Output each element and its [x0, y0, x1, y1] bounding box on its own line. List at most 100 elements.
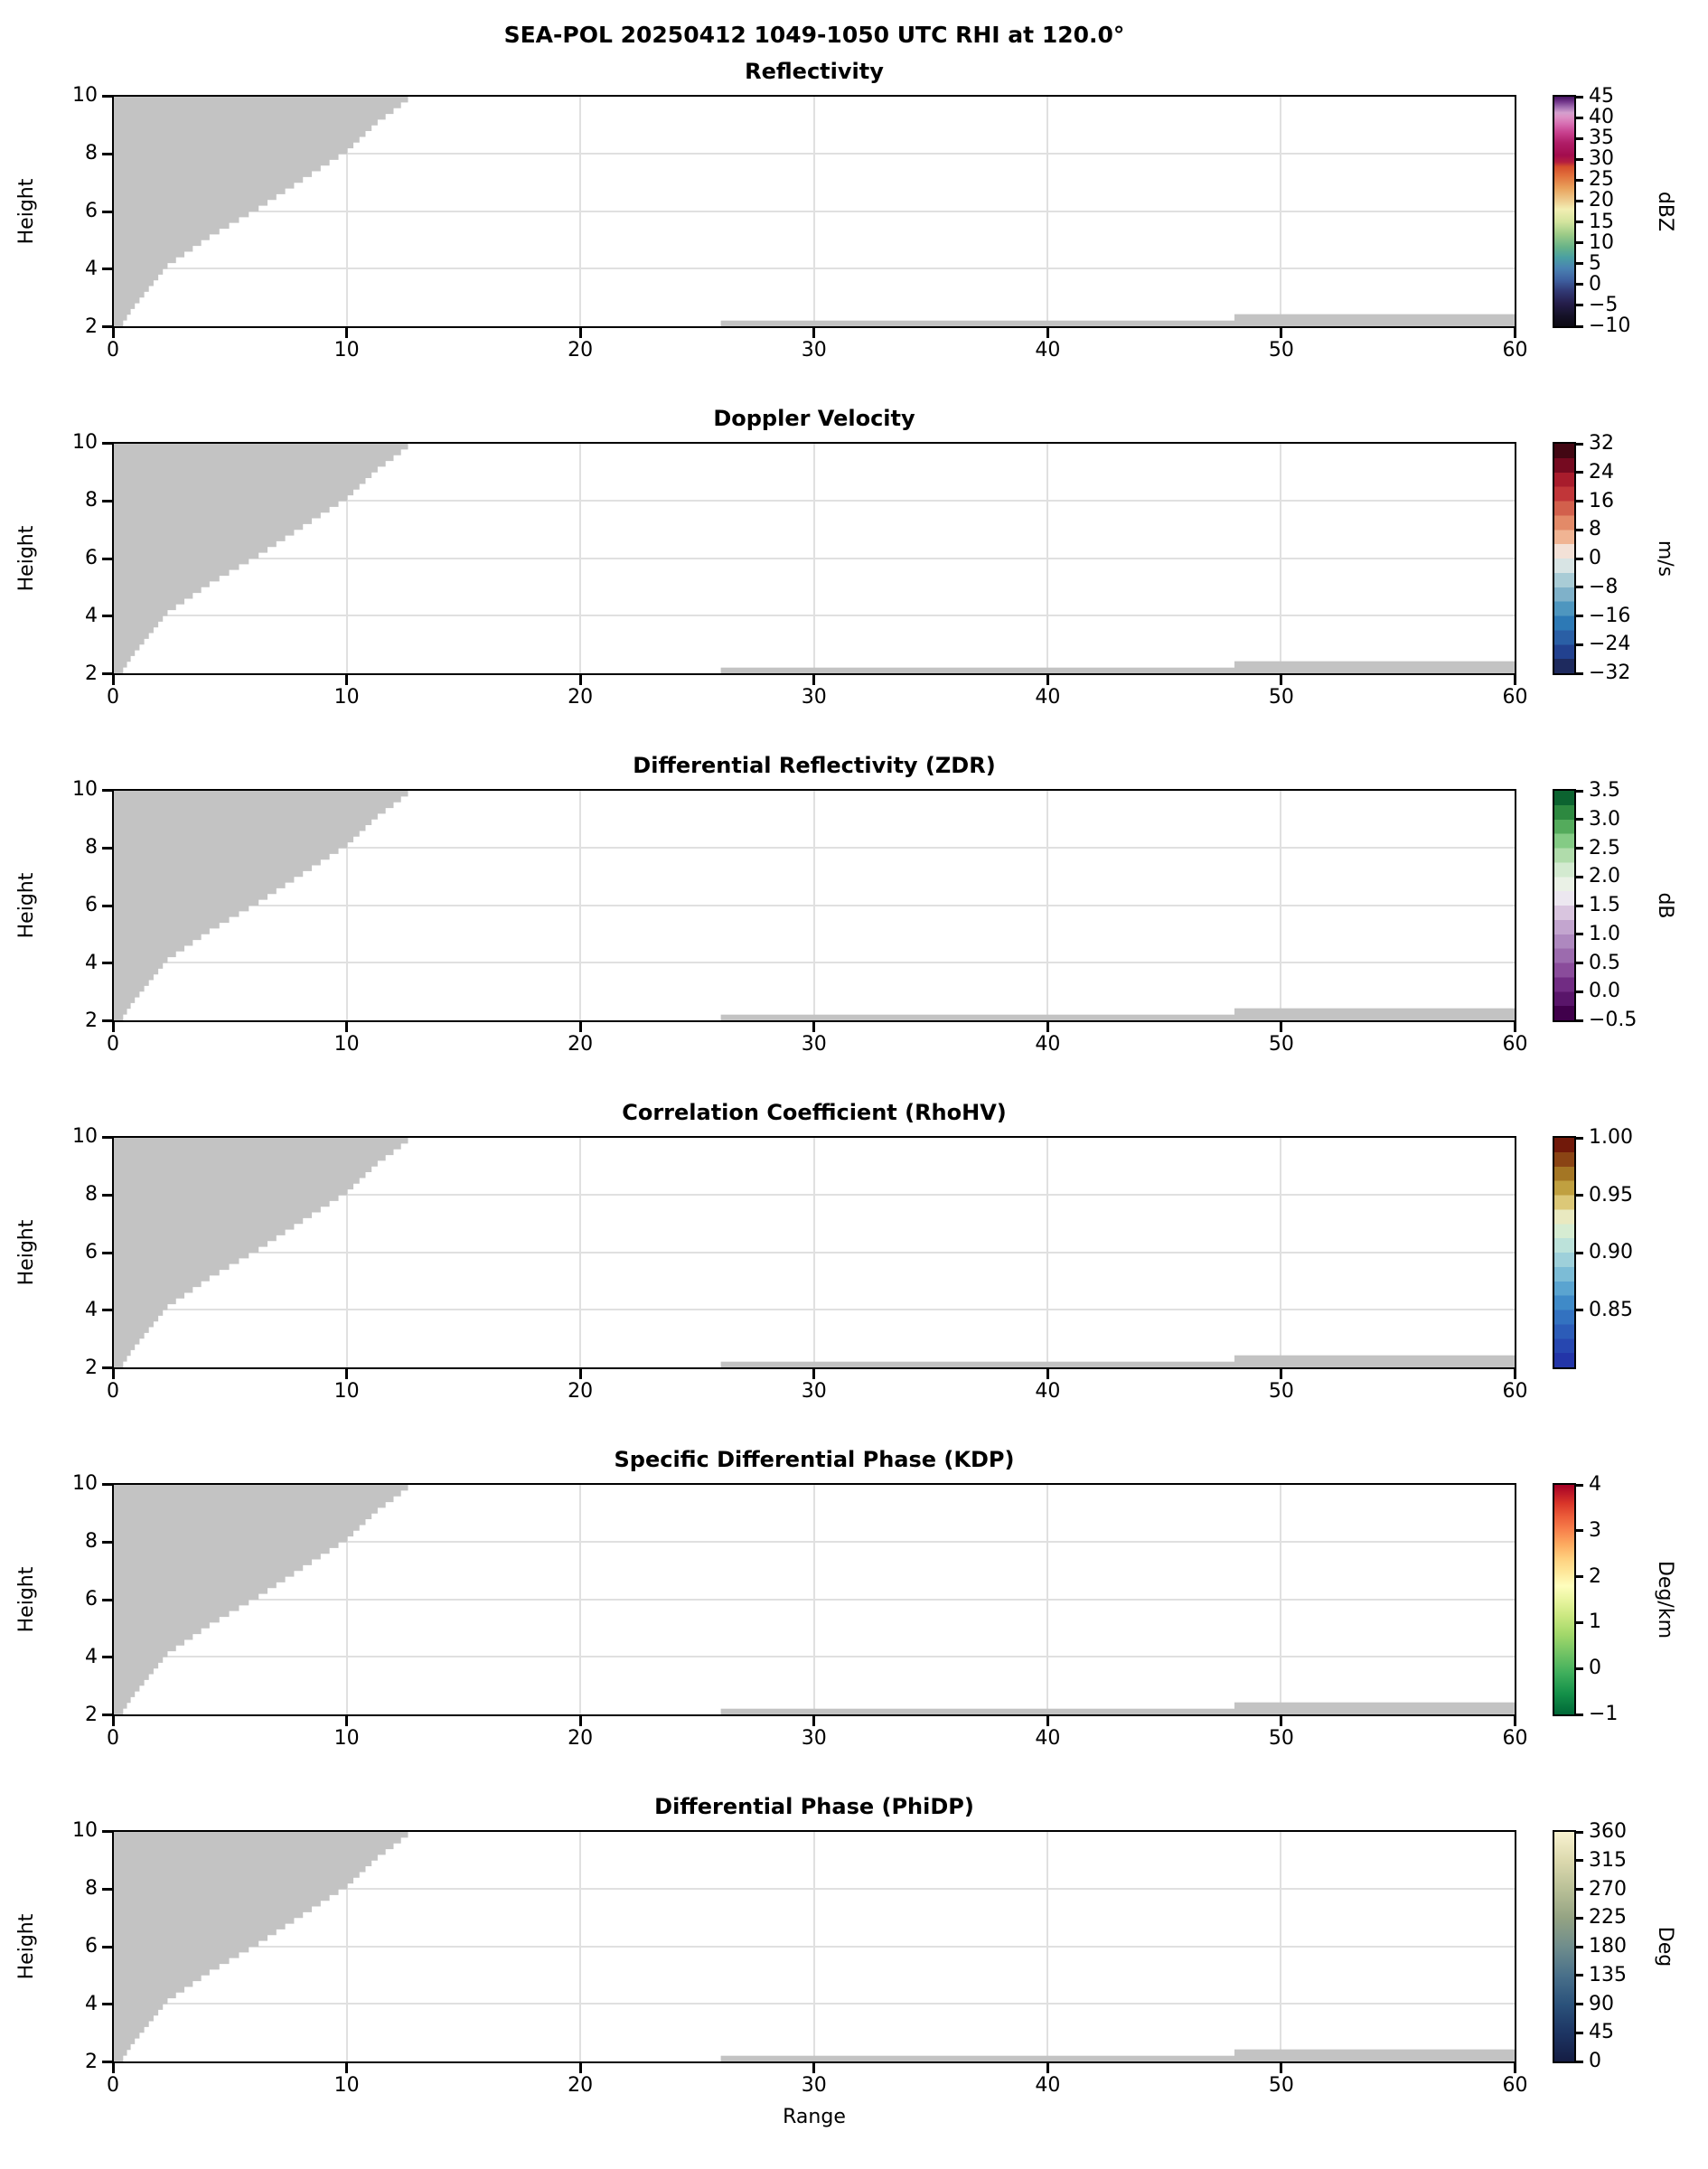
colorbar-tick-label: 135 [1589, 1963, 1627, 1986]
x-tick-label: 10 [333, 686, 360, 709]
panel-title: Differential Phase (PhiDP) [654, 1794, 974, 1819]
colorbar-tick [1576, 324, 1583, 328]
colorbar-unit-label: m/s [1654, 540, 1676, 577]
axis-label-height: Height [15, 525, 38, 592]
colorbar-tick [1576, 847, 1583, 850]
plot-area [112, 1483, 1516, 1716]
y-tick-label: 4 [85, 604, 98, 627]
colorbar [1553, 442, 1576, 675]
y-tick-label: 8 [85, 1530, 98, 1554]
colorbar-tick [1576, 818, 1583, 822]
colorbar-tick [1576, 1529, 1583, 1533]
panel-title: Specific Differential Phase (KDP) [614, 1447, 1015, 1472]
y-tick [102, 672, 112, 676]
colorbar-tick [1576, 1830, 1583, 1834]
y-tick-label: 2 [85, 662, 98, 685]
colorbar-tick-label: 0.90 [1589, 1241, 1633, 1263]
nodata-strip [1234, 1355, 1515, 1367]
y-tick [102, 1714, 112, 1717]
y-tick-label: 4 [85, 257, 98, 280]
x-tick-label: 30 [801, 2074, 827, 2097]
colorbar-tick [1576, 95, 1583, 99]
x-tick-label: 50 [1268, 1380, 1294, 1403]
y-tick-label: 8 [85, 489, 98, 512]
gridline [114, 153, 1515, 155]
nodata-mask [114, 97, 1515, 326]
y-tick [102, 1135, 112, 1139]
colorbar-tick-label: 5 [1589, 251, 1601, 275]
colorbar-tick [1576, 586, 1583, 589]
colorbar-tick [1576, 471, 1583, 474]
colorbar-tick-label: 2 [1589, 1564, 1601, 1588]
x-tick-label: 0 [107, 686, 119, 709]
colorbar-tick [1576, 1483, 1583, 1487]
x-tick [345, 328, 349, 338]
y-tick [102, 325, 112, 329]
x-tick [578, 2063, 582, 2073]
x-tick-label: 0 [107, 339, 119, 362]
y-tick-label: 2 [85, 1703, 98, 1726]
y-tick-label: 4 [85, 1645, 98, 1668]
gridline [114, 557, 1515, 559]
y-tick-label: 4 [85, 1298, 98, 1321]
colorbar-tick-label: 360 [1589, 1820, 1627, 1843]
x-tick-label: 10 [333, 1380, 360, 1403]
x-tick-label: 40 [1035, 1380, 1061, 1403]
panel-title: Doppler Velocity [713, 406, 915, 431]
colorbar-unit-label: dB [1654, 892, 1676, 919]
x-tick-label: 50 [1268, 1727, 1294, 1750]
colorbar-tick-label: 4 [1589, 1473, 1601, 1496]
colorbar-tick [1576, 1667, 1583, 1670]
colorbar [1553, 1483, 1576, 1716]
colorbar-tick [1576, 1620, 1583, 1624]
nodata-strip [1234, 2049, 1515, 2061]
colorbar-tick [1576, 221, 1583, 224]
colorbar-tick-label: 0 [1589, 547, 1601, 569]
y-tick [102, 1482, 112, 1486]
x-tick [1280, 1369, 1283, 1379]
y-tick [102, 210, 112, 213]
y-tick [102, 1540, 112, 1544]
gridline [114, 614, 1515, 616]
y-tick-label: 2 [85, 315, 98, 338]
y-tick-label: 10 [72, 1472, 98, 1496]
colorbar-tick-label: 0 [1589, 272, 1601, 296]
nodata-strip [720, 667, 1234, 673]
x-tick [1046, 675, 1049, 685]
gridline [114, 210, 1515, 212]
gridline [114, 1308, 1515, 1310]
gridline [114, 1945, 1515, 1948]
colorbar-tick [1576, 1309, 1583, 1311]
y-tick [102, 557, 112, 560]
colorbar-tick-label: 32 [1589, 432, 1614, 455]
nodata-strip [720, 1014, 1234, 1020]
x-tick-label: 20 [568, 1033, 594, 1056]
x-tick [111, 328, 115, 338]
x-tick-label: 60 [1502, 686, 1528, 709]
x-tick [1046, 1022, 1049, 1032]
colorbar-tick-label: −5 [1589, 293, 1619, 316]
y-tick [102, 1945, 112, 1948]
colorbar [1553, 95, 1576, 328]
colorbar-tick-label: 30 [1589, 147, 1614, 171]
y-tick [102, 441, 112, 445]
y-tick [102, 962, 112, 965]
colorbar-tick-label: −0.5 [1589, 1009, 1638, 1031]
colorbar-tick-label: 1.00 [1589, 1126, 1633, 1149]
y-tick-label: 10 [72, 1819, 98, 1843]
y-tick-label: 4 [85, 1992, 98, 2015]
gridline [114, 1598, 1515, 1601]
colorbar-tick [1576, 2031, 1583, 2034]
x-tick-label: 10 [333, 2074, 360, 2097]
plot-area [112, 789, 1516, 1022]
x-tick-label: 30 [801, 1380, 827, 1403]
colorbar-tick-label: 0.5 [1589, 951, 1620, 974]
y-tick [102, 846, 112, 850]
gridline [114, 1541, 1515, 1544]
colorbar-tick [1576, 116, 1583, 119]
x-tick [111, 1369, 115, 1379]
colorbar-tick [1576, 1575, 1583, 1579]
x-tick-label: 10 [333, 339, 360, 362]
colorbar-tick-label: 35 [1589, 127, 1614, 150]
x-tick [812, 675, 816, 685]
